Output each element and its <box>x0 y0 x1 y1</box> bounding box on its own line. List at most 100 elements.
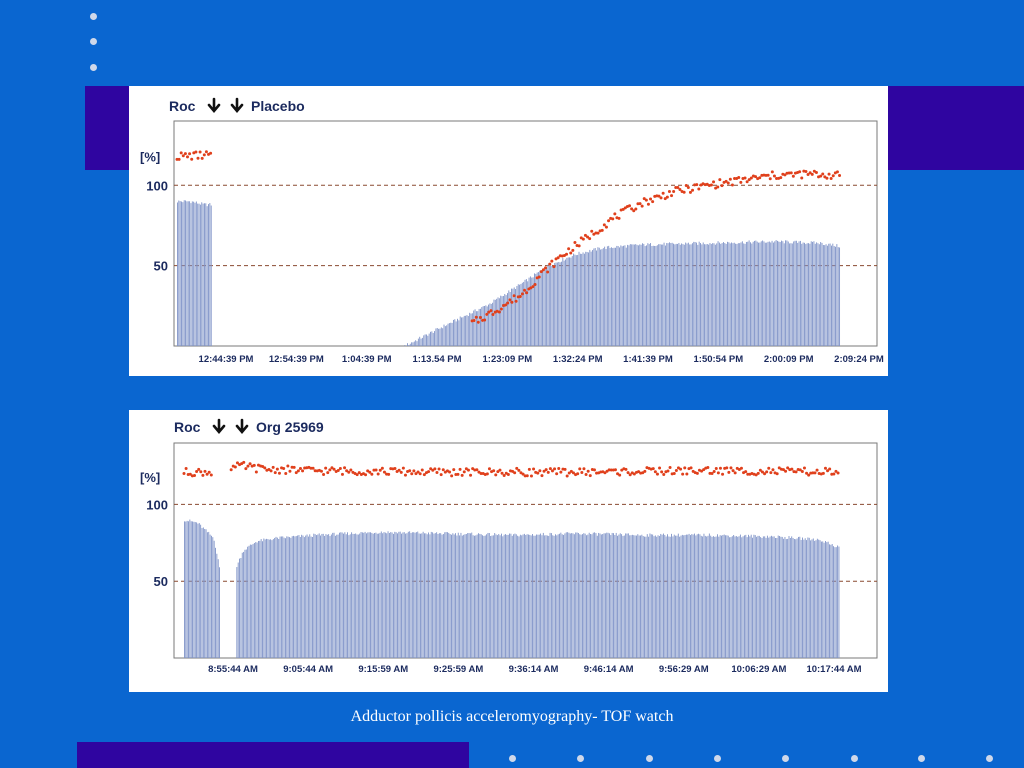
bar <box>669 536 671 658</box>
ratio-point <box>596 231 600 235</box>
ratio-point <box>571 248 575 252</box>
bar <box>791 536 793 658</box>
bar <box>544 269 546 346</box>
ratio-point <box>202 153 206 157</box>
bar <box>212 537 214 658</box>
bar <box>679 536 681 658</box>
bar <box>209 534 211 658</box>
bar <box>810 241 812 346</box>
bar <box>583 533 585 658</box>
ratio-point <box>209 151 213 155</box>
bar <box>640 244 642 346</box>
bar <box>312 536 313 658</box>
ratio-point <box>688 190 692 194</box>
ratio-point <box>800 176 804 180</box>
bar <box>750 534 752 658</box>
bar <box>361 532 363 658</box>
bar <box>289 537 290 658</box>
chart-title-agent: Placebo <box>251 98 305 114</box>
bar <box>424 334 426 346</box>
ratio-point <box>569 251 573 255</box>
ratio-point <box>452 468 456 472</box>
ratio-point <box>340 472 344 476</box>
bar <box>421 533 423 658</box>
bar <box>401 533 402 658</box>
bar <box>516 286 518 346</box>
bar <box>830 544 832 658</box>
bar <box>426 334 427 346</box>
bar <box>683 535 685 658</box>
bar <box>766 535 768 658</box>
bar <box>787 241 789 346</box>
x-tick-label: 9:05:44 AM <box>283 664 333 675</box>
ratio-point <box>821 172 825 176</box>
bar <box>746 537 748 658</box>
ratio-point <box>416 470 420 474</box>
bar <box>571 256 573 346</box>
bar <box>523 281 525 346</box>
bar <box>751 243 753 346</box>
ratio-point <box>661 191 665 195</box>
ratio-point <box>201 473 205 477</box>
bar <box>262 541 263 658</box>
bar <box>429 534 431 658</box>
bar <box>756 536 758 658</box>
bar <box>525 535 527 658</box>
ratio-point <box>766 173 770 177</box>
ratio-point <box>618 473 622 477</box>
bar <box>384 532 386 658</box>
bar <box>417 531 419 658</box>
bar <box>738 536 740 658</box>
ratio-point <box>659 196 663 200</box>
bar <box>612 248 614 346</box>
bar <box>567 257 569 346</box>
bar <box>676 535 678 658</box>
bar <box>455 321 457 346</box>
ratio-point <box>485 472 489 476</box>
bullet-dot-icon <box>851 755 858 762</box>
ratio-point <box>517 468 521 472</box>
bar <box>826 542 828 658</box>
ratio-point <box>613 468 617 472</box>
ratio-point <box>499 307 503 311</box>
bar <box>706 244 708 346</box>
bar <box>298 535 300 658</box>
bar <box>463 315 465 346</box>
bar <box>276 537 278 658</box>
bar <box>541 535 543 658</box>
ratio-point <box>271 465 275 469</box>
bar <box>488 533 490 658</box>
ratio-point <box>565 474 569 478</box>
ratio-point <box>733 471 737 475</box>
x-tick-label: 2:00:09 PM <box>764 354 814 365</box>
bar <box>317 534 319 658</box>
bar <box>431 331 433 346</box>
ratio-point <box>672 471 676 475</box>
bar <box>477 311 479 346</box>
bar <box>813 241 815 346</box>
ratio-point <box>712 469 716 473</box>
bar <box>302 535 304 658</box>
bar <box>514 533 516 658</box>
bar <box>729 243 731 346</box>
bar <box>523 533 525 658</box>
bar <box>593 248 595 346</box>
bar <box>328 534 330 658</box>
bar <box>264 539 266 658</box>
bar <box>374 532 375 658</box>
ratio-point <box>448 470 452 474</box>
ratio-point <box>718 178 722 182</box>
bar <box>596 250 598 346</box>
bar <box>564 533 566 658</box>
ratio-point <box>838 173 842 177</box>
bar <box>768 537 770 658</box>
bar <box>519 534 521 658</box>
chart-title-drug: Roc <box>174 419 201 435</box>
ratio-point <box>252 463 256 467</box>
accent-band-right <box>886 86 1024 170</box>
bar <box>616 245 618 346</box>
ratio-point <box>207 470 211 474</box>
bar <box>260 539 262 658</box>
bar <box>376 533 378 658</box>
ratio-point <box>269 469 273 473</box>
